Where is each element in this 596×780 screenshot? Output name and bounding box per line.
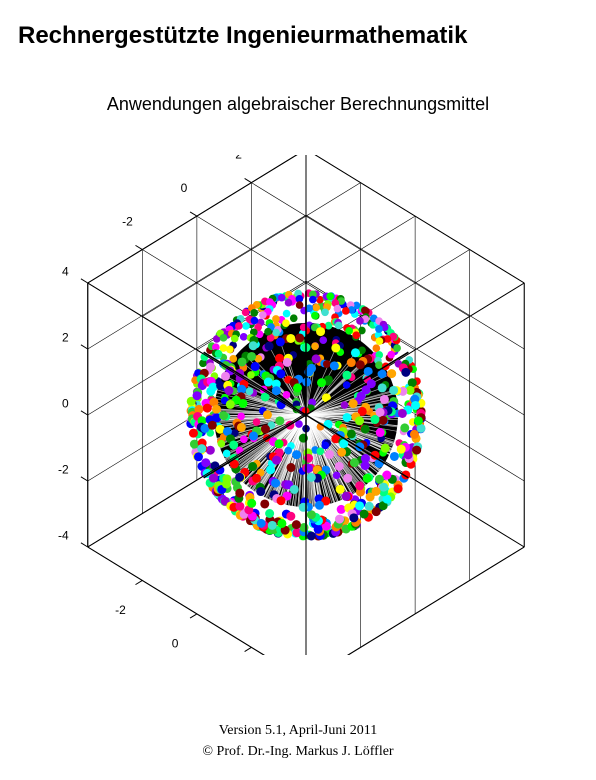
svg-text:2: 2 bbox=[235, 155, 242, 162]
page-title: Rechnergestützte Ingenieurmathematik bbox=[0, 0, 596, 50]
author-line: © Prof. Dr.-Ing. Markus J. Löffler bbox=[0, 741, 596, 762]
svg-text:0: 0 bbox=[62, 396, 69, 410]
svg-text:-2: -2 bbox=[58, 462, 69, 476]
svg-text:-2: -2 bbox=[115, 603, 126, 617]
version-line: Version 5.1, April-Juni 2011 bbox=[0, 720, 596, 741]
svg-text:0: 0 bbox=[172, 637, 179, 651]
footer: Version 5.1, April-Juni 2011 © Prof. Dr.… bbox=[0, 720, 596, 762]
svg-text:2: 2 bbox=[62, 330, 69, 344]
svg-text:0: 0 bbox=[181, 181, 188, 195]
svg-text:-4: -4 bbox=[58, 528, 69, 542]
plot-3d-sphere: -4-2024-2024-2024xyz bbox=[38, 155, 558, 655]
page-subtitle: Anwendungen algebraischer Berechnungsmit… bbox=[0, 50, 596, 115]
svg-text:4: 4 bbox=[62, 264, 69, 278]
svg-text:-2: -2 bbox=[122, 215, 133, 229]
